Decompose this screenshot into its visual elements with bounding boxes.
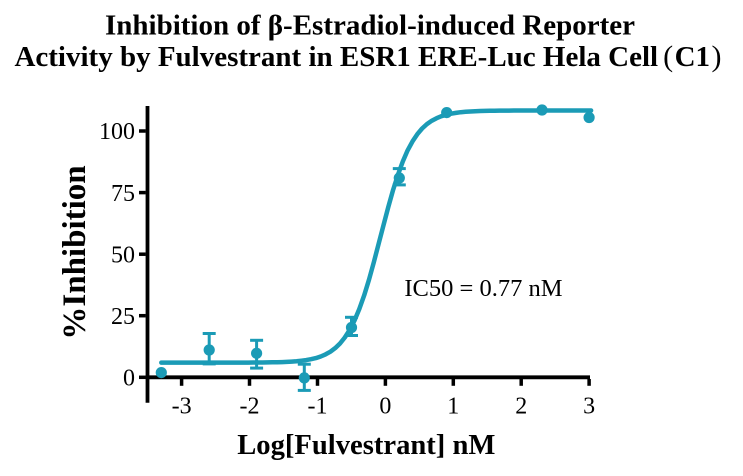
svg-text:IC50 = 0.77 nM: IC50 = 0.77 nM [404, 275, 562, 302]
svg-text:Activity by Fulvestrant in ESR: Activity by Fulvestrant in ESR1 ERE-Luc … [14, 40, 721, 73]
svg-text:2: 2 [515, 393, 527, 419]
svg-text:-1: -1 [308, 393, 328, 419]
svg-text:0: 0 [379, 393, 391, 419]
svg-text:100: 100 [99, 119, 135, 145]
svg-text:%Inhibition: %Inhibition [57, 165, 93, 339]
svg-text:75: 75 [111, 181, 135, 207]
svg-text:50: 50 [111, 242, 135, 268]
svg-text:3: 3 [583, 393, 595, 419]
svg-text:Inhibition of β-Estradiol-indu: Inhibition of β-Estradiol-induced Report… [105, 10, 635, 42]
svg-text:0: 0 [123, 366, 135, 392]
svg-text:-3: -3 [172, 393, 192, 419]
svg-text:25: 25 [111, 304, 135, 330]
svg-text:Log[Fulvestrant] nM: Log[Fulvestrant] nM [237, 430, 495, 461]
svg-text:-2: -2 [240, 393, 260, 419]
svg-text:1: 1 [447, 393, 459, 419]
